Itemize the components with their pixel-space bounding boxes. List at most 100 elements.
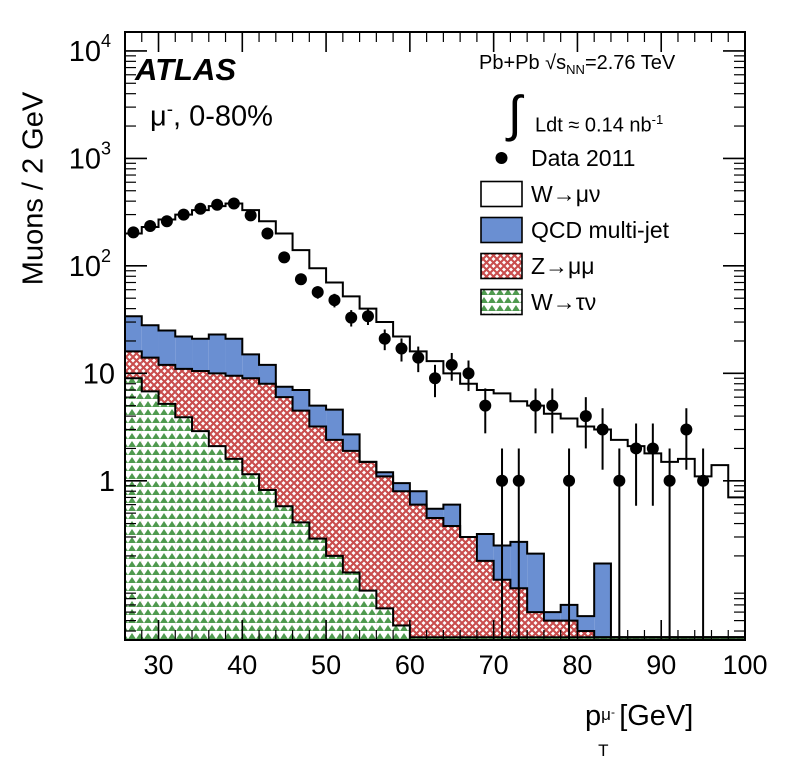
plot-frame xyxy=(124,31,746,641)
data-point-15 xyxy=(378,332,391,345)
data-point-8 xyxy=(261,227,274,240)
x-label-sup: μ- xyxy=(601,705,615,724)
data-point-4 xyxy=(194,202,207,215)
bar-z-19 xyxy=(443,525,461,640)
data-points xyxy=(127,197,710,640)
x-tick-label-30: 30 xyxy=(143,650,173,680)
bar-w-20 xyxy=(460,637,477,640)
bar-w-16 xyxy=(393,625,410,640)
data-point-21 xyxy=(479,399,492,412)
bar-w-17 xyxy=(409,637,427,640)
channel-label: μ-, 0-80% xyxy=(150,98,273,133)
y-tick-exp-1000: 3 xyxy=(101,138,111,158)
bar-qcdmultijet-28 xyxy=(594,563,611,640)
data-point-0 xyxy=(127,226,140,239)
data-point-17 xyxy=(412,351,425,364)
data-point-20 xyxy=(462,367,475,380)
step-line-z xyxy=(125,350,745,639)
bar-w-18 xyxy=(426,637,444,640)
histogram-layers xyxy=(125,202,745,640)
x-tick-label-70: 70 xyxy=(479,650,509,680)
data-point-25 xyxy=(546,399,559,412)
axes-frame xyxy=(124,31,746,641)
bar-w-7 xyxy=(242,474,260,640)
bar-w-25 xyxy=(543,637,561,640)
x-tick-label-40: 40 xyxy=(227,650,257,680)
atlas-label: ATLAS xyxy=(135,52,237,87)
bar-w-15 xyxy=(376,608,394,640)
legend-marks xyxy=(480,152,523,316)
data-point-11 xyxy=(311,286,324,299)
legend-swatch-4 xyxy=(480,288,523,316)
legend-label-qcd: QCD multi-jet xyxy=(531,217,670,243)
data-point-19 xyxy=(445,358,458,371)
legend-swatch-1 xyxy=(480,180,523,208)
x-tick-label-60: 60 xyxy=(395,650,425,680)
collision-info: Pb+Pb √sNN=2.76 TeV xyxy=(479,52,676,77)
data-point-13 xyxy=(345,311,358,324)
y-tick-exp-10000: 4 xyxy=(101,31,111,51)
x-label-sub: T xyxy=(598,741,609,760)
legend-swatch-data xyxy=(495,152,508,164)
x-tick-label-80: 80 xyxy=(562,650,592,680)
data-point-6 xyxy=(227,197,240,210)
data-point-12 xyxy=(328,294,341,307)
data-point-30 xyxy=(630,442,643,455)
y-tick-exp-100: 2 xyxy=(101,246,111,266)
x-label-p: p xyxy=(585,700,602,732)
bar-w-12 xyxy=(326,555,343,640)
bar-z-21 xyxy=(476,560,494,640)
y-axis-label: Muons / 2 GeV xyxy=(17,91,50,286)
data-point-10 xyxy=(294,273,307,286)
bar-w-10 xyxy=(292,522,310,640)
step-line-qcdmultijet xyxy=(125,315,745,639)
y-tick-label-10: 10 xyxy=(83,358,115,390)
bar-w-21 xyxy=(476,637,494,640)
data-point-23 xyxy=(512,474,525,487)
bar-w-2 xyxy=(158,403,176,640)
bar-z-16 xyxy=(393,491,410,640)
y-tick-label-1000: 10 xyxy=(69,143,101,175)
legend-label-zmumu: Z→μμ xyxy=(531,253,595,279)
bar-w-1 xyxy=(141,391,159,640)
bar-w-6 xyxy=(225,458,243,640)
x-tick-label-90: 90 xyxy=(646,650,676,680)
bar-z-20 xyxy=(460,536,477,640)
data-point-32 xyxy=(663,474,676,487)
data-point-14 xyxy=(361,310,374,323)
integral-symbol: ∫ xyxy=(508,86,522,142)
y-tick-label-100: 10 xyxy=(69,251,101,283)
bar-w-28 xyxy=(594,637,611,640)
data-point-24 xyxy=(529,399,542,412)
bar-w-33 xyxy=(677,637,695,640)
bar-w-35 xyxy=(711,637,729,640)
bar-z-15 xyxy=(376,476,394,640)
data-point-29 xyxy=(613,474,626,487)
bar-w-11 xyxy=(309,538,327,640)
data-point-9 xyxy=(278,251,291,264)
bar-w-0 xyxy=(125,378,142,640)
data-point-16 xyxy=(395,342,408,355)
data-point-26 xyxy=(563,474,576,487)
data-point-31 xyxy=(646,442,659,455)
y-tick-label-10000: 10 xyxy=(69,36,101,68)
data-point-3 xyxy=(177,208,190,221)
bar-w-9 xyxy=(275,506,293,640)
legend-label-wmunu: W→μν xyxy=(531,181,601,207)
data-point-1 xyxy=(144,219,157,232)
bar-z-27 xyxy=(577,631,595,640)
y-tick-label-1: 1 xyxy=(99,466,115,498)
x-label-unit: [GeV] xyxy=(611,700,694,732)
bar-w-4 xyxy=(192,431,209,640)
legend-label-data: Data 2011 xyxy=(531,145,636,171)
bar-w-13 xyxy=(342,572,360,640)
legend-swatch-3 xyxy=(480,252,523,280)
data-point-7 xyxy=(244,209,257,222)
x-tick-label-100: 100 xyxy=(722,650,767,680)
data-point-18 xyxy=(429,372,441,385)
data-point-34 xyxy=(697,474,710,487)
bar-w-19 xyxy=(443,637,461,640)
legend-swatch-2 xyxy=(480,216,523,244)
